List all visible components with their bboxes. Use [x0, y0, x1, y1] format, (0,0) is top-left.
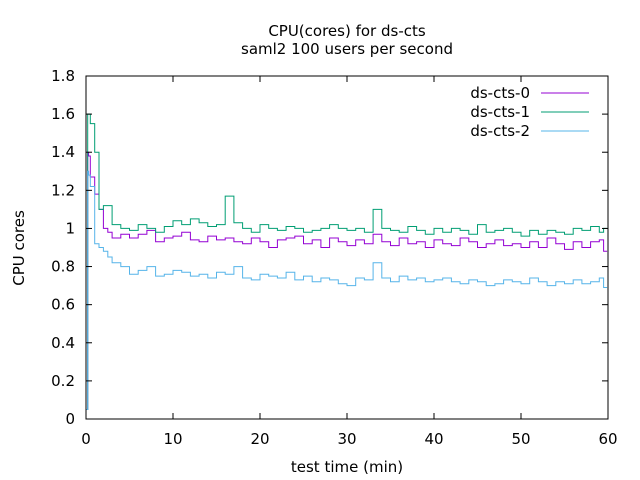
- x-tick-label: 0: [81, 430, 91, 448]
- y-tick-label: 1: [65, 219, 75, 237]
- y-tick-label: 1.4: [51, 143, 75, 161]
- x-tick-label: 50: [511, 430, 530, 448]
- legend-label: ds-cts-2: [470, 122, 530, 140]
- y-tick-label: 0: [65, 410, 75, 428]
- chart-subtitle: saml2 100 users per second: [241, 40, 453, 58]
- y-tick-label: 1.6: [51, 105, 75, 123]
- y-tick-label: 1.8: [51, 67, 75, 85]
- y-tick-label: 0.6: [51, 296, 75, 314]
- x-axis-title: test time (min): [291, 458, 403, 476]
- legend-label: ds-cts-1: [470, 103, 530, 121]
- legend: ds-cts-0ds-cts-1ds-cts-2: [470, 84, 589, 140]
- series-line-ds-cts-2: [86, 170, 608, 410]
- plot-lines: [86, 113, 608, 410]
- x-tick-label: 30: [337, 430, 356, 448]
- chart-title: CPU(cores) for ds-cts: [268, 22, 426, 40]
- x-tick-label: 20: [250, 430, 269, 448]
- y-tick-label: 1.2: [51, 181, 75, 199]
- series-line-ds-cts-0: [86, 151, 608, 410]
- x-tick-label: 40: [424, 430, 443, 448]
- y-axis: 0 0.2 0.4 0.6 0.8 1 1.2 1.4 1.6 1.8: [51, 67, 608, 428]
- series-line-ds-cts-1: [86, 113, 608, 410]
- y-tick-label: 0.4: [51, 334, 75, 352]
- y-axis-title: CPU cores: [10, 210, 28, 286]
- x-tick-label: 10: [163, 430, 182, 448]
- x-tick-label: 60: [598, 430, 617, 448]
- legend-label: ds-cts-0: [470, 84, 530, 102]
- x-axis: 0 10 20 30 40 50 60: [81, 76, 618, 448]
- y-tick-label: 0.2: [51, 372, 75, 390]
- y-tick-label: 0.8: [51, 258, 75, 276]
